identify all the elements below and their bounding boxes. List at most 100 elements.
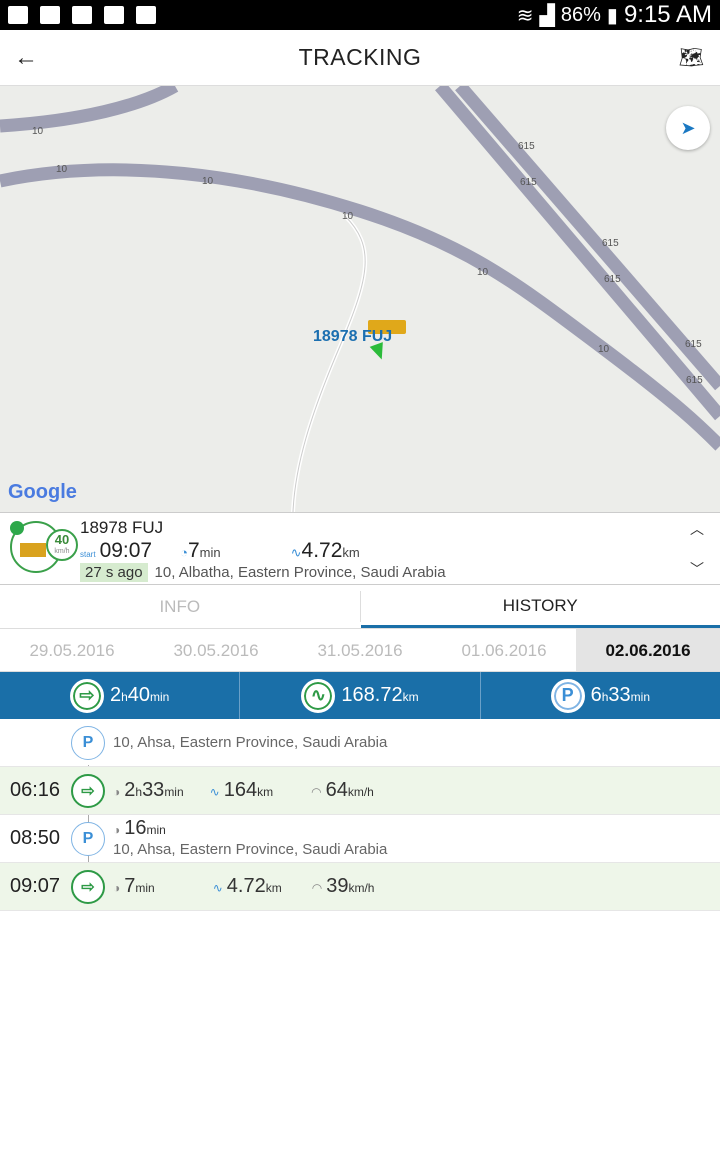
chevron-down-icon[interactable]: ﹀ — [690, 561, 704, 577]
hours: 6 — [590, 684, 602, 706]
date-tab[interactable]: 01.06.2016 — [461, 641, 547, 660]
history-row-trip[interactable]: 09:07 ⇨ ◑ 7 min ∿ 4.72 km ◠ 39 km/h — [0, 863, 720, 911]
distance-unit: km — [342, 545, 360, 560]
unit: km — [402, 690, 419, 704]
trip-arrow-icon: ⇨ — [69, 678, 104, 713]
date-tab-selected[interactable]: 02.06.2016 — [576, 629, 720, 671]
start-time: 09:07 — [99, 539, 153, 562]
hours: 2 — [109, 684, 122, 706]
date-tab[interactable]: 30.05.2016 — [173, 641, 259, 660]
road-label: 615 — [518, 141, 535, 152]
truck-icon — [20, 543, 46, 557]
unit: min — [146, 823, 166, 837]
history-row-parking[interactable]: 08:50 P ◑ 16min 10, Ahsa, Eastern Provinc… — [0, 815, 720, 863]
vehicle-stats: start 09:07 ◔ 7 min ∿ 4.72 km — [80, 539, 360, 563]
route-icon: ∿ — [290, 545, 302, 560]
minutes: 16 — [124, 817, 147, 839]
trip-stats: ◑ 2 h 33 min ∿ 164 km ◠ 64 km/h — [113, 779, 374, 802]
speedometer-icon: ◠ — [311, 785, 322, 799]
summary-bar: ⇨ 2h40min ∿ 168.72km P 6h33min — [0, 672, 720, 719]
map-view[interactable]: 10 10 10 10 10 10 615 615 615 615 615 61… — [0, 86, 720, 512]
tab-info[interactable]: INFO — [0, 591, 361, 622]
route-icon: ∿ — [212, 881, 223, 895]
speed-value: 40 — [54, 532, 70, 547]
summary-parking: P 6h33min — [481, 672, 720, 719]
unit: min — [135, 881, 155, 895]
ago-badge: 27 s ago — [80, 563, 148, 582]
clock-icon: ◑ — [113, 823, 121, 837]
my-location-button[interactable]: ➤ — [666, 106, 710, 150]
vehicle-map-label: 18978 FUJ — [313, 328, 393, 345]
road-label: 10 — [32, 126, 44, 137]
image-icon — [40, 6, 60, 24]
date-selector: 29.05.2016 30.05.2016 31.05.2016 01.06.2… — [0, 629, 720, 672]
road-label: 615 — [686, 375, 703, 386]
parking-icon: P — [550, 678, 585, 713]
tab-history[interactable]: HISTORY — [360, 585, 720, 628]
trip-stats: ◑ 7 min ∿ 4.72 km ◠ 39 km/h — [113, 875, 374, 898]
distance: 4.72 — [301, 539, 343, 562]
summary-distance: ∿ 168.72km — [240, 672, 481, 719]
battery-level: 86% — [560, 3, 601, 26]
summary-driving: ⇨ 2h40min — [0, 672, 241, 719]
wifi-icon: ≋ — [516, 4, 534, 27]
trip-time: 06:16 — [10, 779, 61, 801]
unit: h — [135, 785, 143, 799]
unit: km — [265, 881, 282, 895]
unit: km/h — [348, 881, 375, 895]
parking-address: 10, Ahsa, Eastern Province, Saudi Arabia — [113, 734, 388, 751]
signal-icon: ▟ — [539, 4, 555, 27]
date-tab[interactable]: 29.05.2016 — [29, 641, 115, 660]
road-label: 615 — [685, 339, 702, 350]
battery-icon: ▮ — [606, 4, 618, 27]
speed-unit: km/h — [54, 548, 70, 555]
clock-icon: ◑ — [113, 785, 121, 799]
minutes: 33 — [608, 684, 631, 706]
duration-unit: min — [199, 545, 221, 560]
road-label: 615 — [604, 274, 621, 285]
page-title: TRACKING — [298, 44, 422, 70]
bag-icon — [136, 6, 156, 24]
key-icon — [10, 521, 24, 535]
arrow-left-icon[interactable]: ← — [14, 43, 38, 71]
distance: 168.72 — [341, 684, 403, 706]
truck-marker-icon[interactable] — [368, 320, 406, 334]
history-row-parking[interactable]: P 10, Ahsa, Eastern Province, Saudi Arab… — [0, 719, 720, 767]
road-label: 615 — [602, 238, 619, 249]
unit: min — [164, 785, 184, 799]
distance: 4.72 — [226, 875, 266, 897]
parking-icon: P — [71, 821, 105, 856]
vehicle-name: 18978 FUJ — [80, 518, 164, 537]
map-icon[interactable]: 🗺 — [678, 47, 704, 69]
unit: h — [601, 690, 609, 704]
trip-arrow-icon: ⇨ — [71, 869, 105, 904]
clock: 9:15 AM — [623, 1, 712, 28]
vehicle-info-panel[interactable]: 40 km/h 18978 FUJ start 09:07 ◔ 7 min ∿ 4.… — [0, 512, 720, 585]
clipboard-icon — [104, 6, 124, 24]
app-bar: ← TRACKING 🗺 — [0, 30, 720, 86]
tab-bar: INFO HISTORY — [0, 585, 720, 629]
date-tab[interactable]: 31.05.2016 — [317, 641, 403, 660]
chevron-up-icon[interactable]: ︿ — [690, 521, 704, 537]
route-icon: ∿ — [209, 785, 220, 799]
avg-speed: 64 — [325, 779, 348, 801]
unit: min — [150, 690, 170, 704]
clock-icon: ◑ — [113, 881, 121, 895]
vehicle-address: 10, Albatha, Eastern Province, Saudi Ara… — [154, 564, 446, 581]
trip-arrow-icon: ⇨ — [71, 773, 105, 808]
vehicle-avatar: 40 km/h — [10, 521, 78, 573]
minutes: 7 — [124, 875, 136, 897]
navigation-arrow-icon: ➤ — [680, 117, 696, 138]
unit: km — [257, 785, 274, 799]
last-update: 27 s ago 10, Albatha, Eastern Province, S… — [80, 563, 446, 582]
hours: 2 — [124, 779, 136, 801]
document-icon — [72, 6, 92, 24]
road-label: 10 — [598, 344, 610, 355]
road-label: 10 — [202, 176, 214, 187]
avg-speed: 39 — [326, 875, 349, 897]
history-row-trip[interactable]: 06:16 ⇨ ◑ 2 h 33 min ∿ 164 km ◠ 64 km/h — [0, 767, 720, 815]
route-icon: ∿ — [301, 678, 336, 713]
minutes: 40 — [127, 684, 151, 706]
timeline-line — [88, 765, 89, 870]
clock-icon: ◔ — [180, 545, 188, 560]
